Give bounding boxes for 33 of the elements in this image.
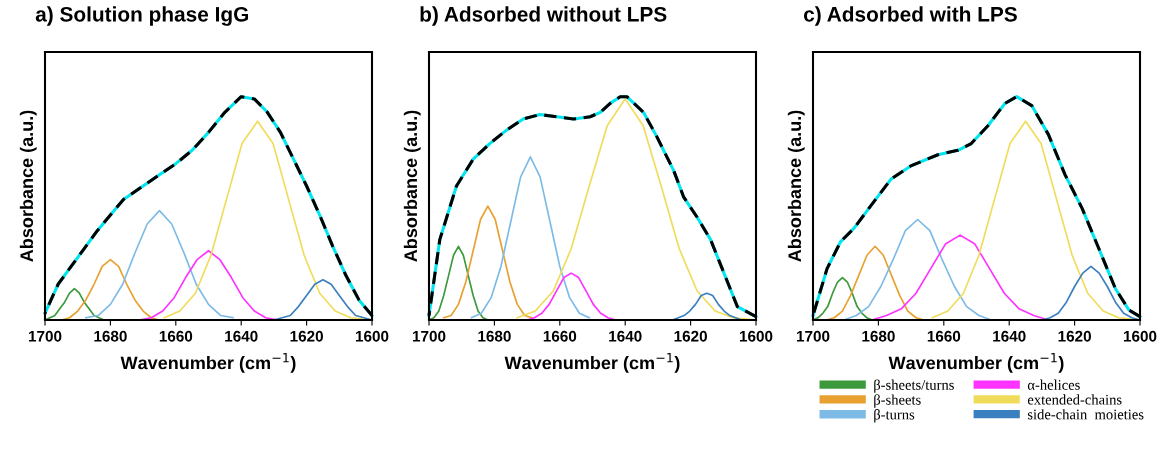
chart-title: b) Adsorbed without LPS: [420, 6, 667, 26]
y-axis-title: Absorbance (a.u.): [787, 110, 805, 262]
chart-title: a) Solution phase IgG: [35, 6, 249, 26]
x-axis-title: Wavenumber (cm$^{−1}$): [120, 352, 296, 373]
x-tick-label: 1700: [412, 330, 446, 342]
legend-label: α-helices: [1027, 379, 1080, 390]
x-tick-label: 1700: [28, 330, 62, 342]
x-tick-label: 1680: [94, 330, 127, 342]
x-tick-label: 1660: [543, 330, 577, 342]
x-tick-label: 1660: [927, 330, 961, 342]
legend-label: β-turns: [874, 409, 915, 423]
x-tick-label: 1620: [1058, 330, 1091, 342]
legend-label: extended-chains: [1027, 394, 1122, 405]
y-axis-title: Absorbance (a.u.): [403, 110, 421, 262]
y-axis-title: Absorbance (a.u.): [19, 110, 37, 262]
legend-label: β-sheets/turns: [874, 379, 954, 393]
x-tick-label: 1700: [796, 330, 830, 342]
chart-title: c) Adsorbed with LPS: [804, 6, 1017, 26]
x-axis-title: Wavenumber (cm$^{−1}$): [888, 352, 1064, 373]
x-tick-label: 1600: [739, 330, 773, 342]
x-tick-label: 1640: [993, 330, 1026, 342]
x-tick-label: 1600: [355, 330, 389, 342]
x-tick-label: 1660: [159, 330, 193, 342]
x-axis-title: Wavenumber (cm$^{−1}$): [504, 352, 680, 373]
x-tick-label: 1640: [225, 330, 258, 342]
x-tick-label: 1640: [609, 330, 642, 342]
x-tick-label: 1620: [290, 330, 323, 342]
legend-label: β-sheets: [874, 394, 921, 408]
x-tick-label: 1680: [862, 330, 895, 342]
x-tick-label: 1620: [674, 330, 707, 342]
x-tick-label: 1680: [478, 330, 511, 342]
legend-label: side-chain moieties: [1027, 409, 1144, 420]
x-tick-label: 1600: [1123, 330, 1157, 342]
